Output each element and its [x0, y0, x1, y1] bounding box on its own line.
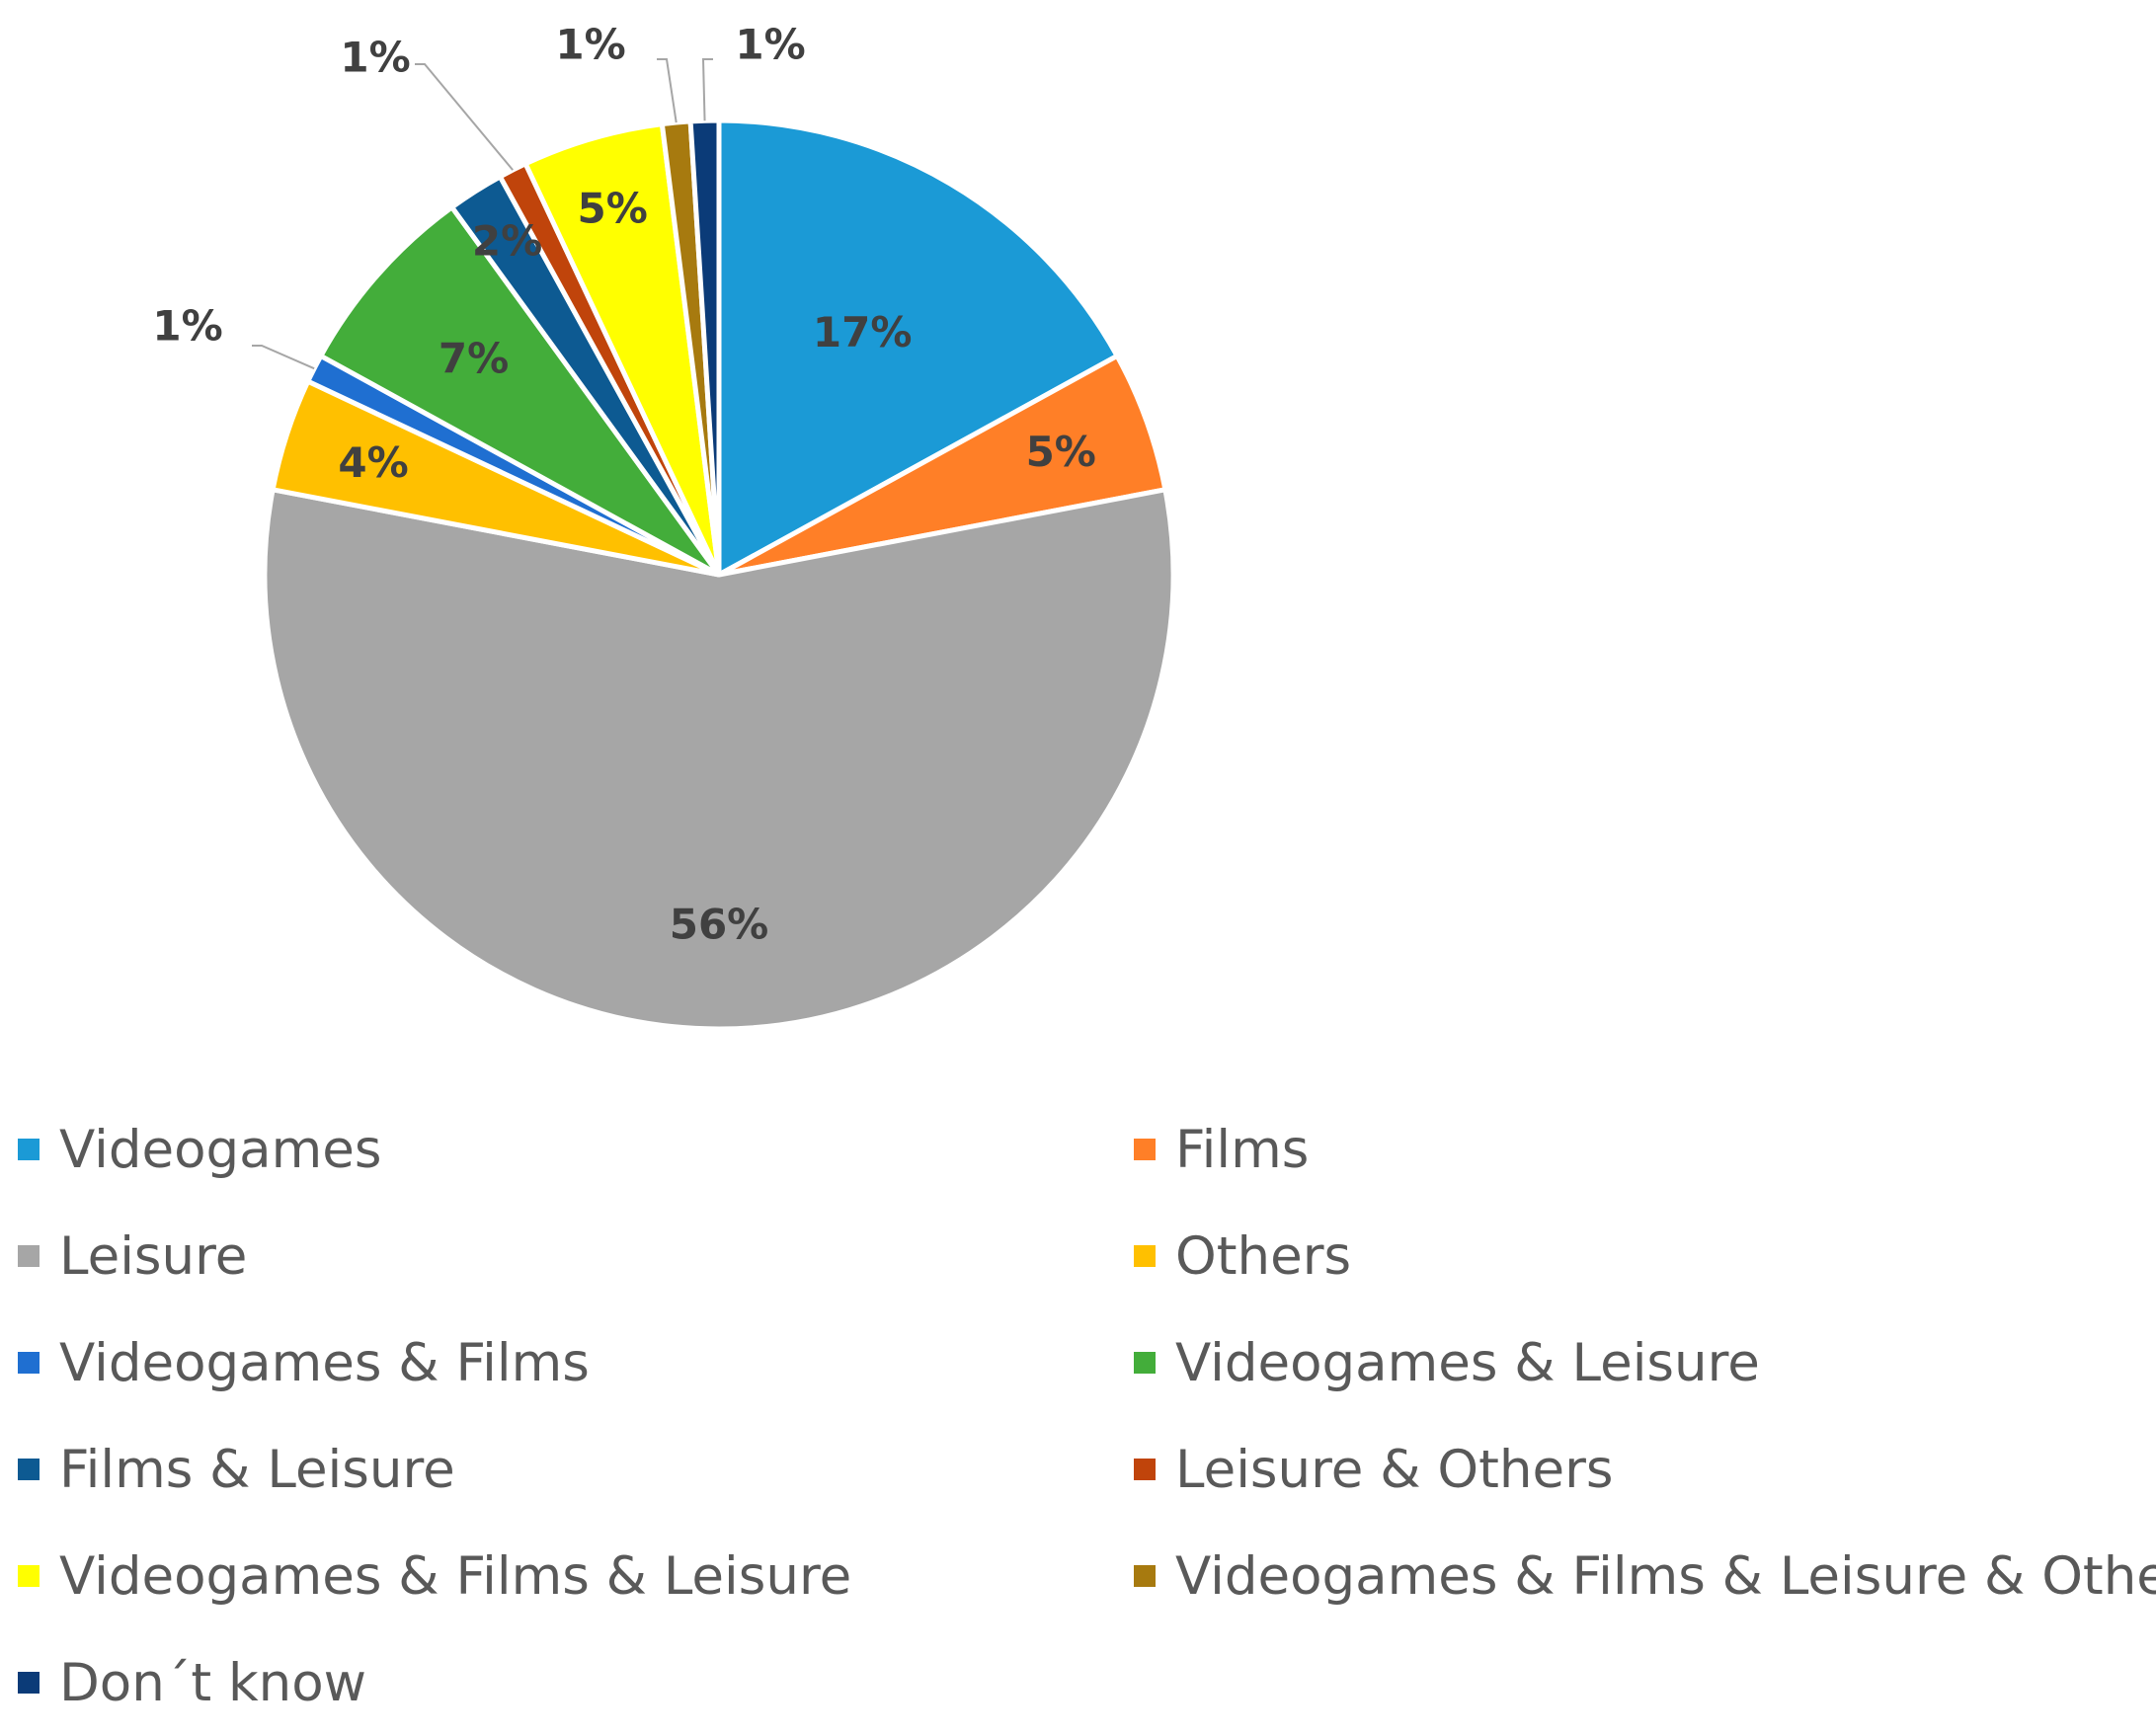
pie-slice-videogames: [716, 118, 1121, 580]
legend-label: Videogames & Films & Leisure: [59, 1545, 852, 1607]
data-label: 1%: [555, 21, 625, 69]
legend-swatch: [1134, 1352, 1156, 1374]
legend-label: Leisure: [59, 1225, 248, 1287]
legend-label: Videogames & Films: [59, 1332, 590, 1393]
data-label: 2%: [472, 217, 542, 266]
leader-lines: [252, 58, 713, 370]
pie-slices: [262, 118, 1176, 1032]
legend-label: Videogames & Leisure: [1175, 1332, 1760, 1393]
legend-swatch: [1134, 1245, 1156, 1267]
legend: Videogames Films Leisure Others Videogames &…: [18, 1096, 2156, 1736]
legend-label: Don´t know: [59, 1652, 367, 1713]
pie-slice-videogames-leisure: [317, 203, 722, 578]
leader-line: [415, 63, 514, 171]
pie-slice-videogames-films-leisure: [521, 120, 722, 577]
legend-label: Videogames & Films & Leisure & Others: [1175, 1545, 2156, 1607]
legend-item: Films: [1134, 1096, 2151, 1203]
leader-line: [701, 58, 713, 121]
legend-swatch: [1134, 1565, 1156, 1587]
legend-swatch: [18, 1245, 40, 1267]
pie-slice-leisure: [262, 486, 1176, 1032]
data-labels: 17% 5% 56% 4% 1% 7% 2% 1% 5% 1% 1%: [152, 21, 1096, 949]
legend-swatch: [1134, 1139, 1156, 1160]
leader-line: [252, 345, 315, 370]
data-label: 1%: [340, 34, 410, 82]
data-label: 5%: [578, 184, 648, 232]
legend-swatch: [18, 1139, 40, 1160]
legend-label: Films & Leisure: [59, 1439, 455, 1500]
legend-item: Videogames & Films & Leisure: [18, 1523, 1134, 1629]
leader-line: [657, 58, 678, 123]
pie-slice-don-t-know: [687, 118, 722, 576]
legend-swatch: [1134, 1459, 1156, 1480]
data-label: 1%: [735, 21, 805, 69]
legend-item: Videogames & Leisure: [1134, 1309, 2151, 1416]
legend-swatch: [18, 1352, 40, 1374]
legend-swatch: [18, 1565, 40, 1587]
data-label: 1%: [152, 302, 222, 351]
data-label: 7%: [439, 334, 509, 382]
legend-item: Leisure & Others: [1134, 1416, 2151, 1523]
legend-item: Videogames & Films & Leisure & Others: [1134, 1523, 2156, 1629]
legend-swatch: [18, 1672, 40, 1694]
data-label: 4%: [338, 438, 408, 487]
data-label: 17%: [813, 308, 913, 356]
legend-item: Films & Leisure: [18, 1416, 1134, 1523]
legend-item: Don´t know: [18, 1629, 1134, 1736]
legend-item: Leisure: [18, 1203, 1134, 1309]
legend-item: Videogames & Films: [18, 1309, 1134, 1416]
pie-chart: 17% 5% 56% 4% 1% 7% 2% 1% 5% 1% 1%: [152, 20, 1176, 1032]
legend-item: Others: [1134, 1203, 2151, 1309]
data-label: 56%: [670, 901, 769, 949]
legend-label: Films: [1175, 1119, 1310, 1180]
legend-label: Videogames: [59, 1119, 382, 1180]
legend-label: Leisure & Others: [1175, 1439, 1614, 1500]
legend-item: Videogames: [18, 1096, 1134, 1203]
pie-slice-films: [717, 352, 1168, 578]
data-label: 5%: [1026, 428, 1096, 476]
legend-swatch: [18, 1459, 40, 1480]
legend-label: Others: [1175, 1225, 1352, 1287]
